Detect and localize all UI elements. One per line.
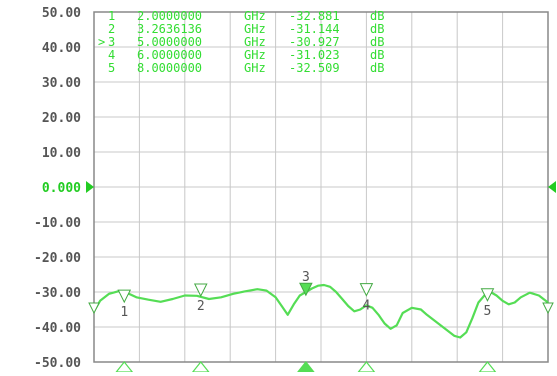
marker-table-frequency: 2.0000000 (137, 9, 202, 23)
marker-table-value: -31.144 (289, 22, 340, 36)
reference-arrow-left (86, 181, 94, 193)
marker-table-id: 5 (108, 61, 115, 75)
marker-table-value: -31.023 (289, 48, 340, 62)
y-tick-label: -50.00 (34, 356, 81, 371)
marker-table-value: -30.927 (289, 35, 340, 49)
marker-triangle (193, 283, 208, 298)
marker-number: 5 (484, 304, 492, 319)
y-tick-labels: 50.00 40.00 30.00 20.00 10.00 0.000 -10.00 -20.… (34, 6, 556, 371)
y-tick-label: 50.00 (42, 6, 81, 21)
marker-table: 1 2.0000000 GHz -32.881 dB 2 3.2636136 GHz -31.1… (98, 9, 384, 75)
marker-table-frequency: 6.0000000 (137, 48, 202, 62)
marker-table-frequency: 5.0000000 (137, 35, 202, 49)
marker-table-freq-unit: GHz (244, 61, 266, 75)
marker-table-id: 3 (108, 35, 115, 49)
marker-table-value-unit: dB (370, 61, 384, 75)
trace-line (93, 283, 549, 339)
marker-table-value: -32.881 (289, 9, 340, 23)
marker-x-indicator (357, 361, 376, 373)
marker-number: 1 (120, 305, 128, 320)
marker-number: 3 (302, 270, 310, 285)
marker-table-value-unit: dB (370, 48, 384, 62)
edge-marker (542, 302, 554, 315)
marker-table-value-unit: dB (370, 9, 384, 23)
marker-table-frequency: 3.2636136 (137, 22, 202, 36)
y-tick-label: -30.00 (34, 286, 81, 301)
edge-marker (88, 302, 100, 315)
y-tick-label: 40.00 (42, 41, 81, 56)
reference-tick-label: 0.000 (42, 181, 81, 196)
marker-triangle (480, 288, 495, 302)
marker-x-indicator (296, 361, 316, 373)
y-tick-label: 10.00 (42, 146, 81, 161)
marker-x-indicator (191, 361, 211, 373)
marker-table-freq-unit: GHz (244, 48, 266, 62)
y-tick-label: -40.00 (34, 321, 81, 336)
marker-table-frequency: 8.0000000 (137, 61, 202, 75)
marker-number: 4 (362, 299, 370, 314)
marker-table-value-unit: dB (370, 22, 384, 36)
marker-table-value: -32.509 (289, 61, 340, 75)
trace-layer (93, 283, 549, 339)
marker-triangle (299, 282, 313, 297)
marker-triangle (359, 283, 374, 297)
y-tick-label: 20.00 (42, 111, 81, 126)
marker-table-id: 1 (108, 9, 115, 23)
y-tick-label: 30.00 (42, 76, 81, 91)
y-tick-label: -20.00 (34, 251, 81, 266)
marker-number: 2 (197, 299, 205, 314)
marker-triangle (117, 289, 132, 304)
marker-table-freq-unit: GHz (244, 9, 266, 23)
marker-x-indicator (115, 361, 134, 373)
marker-x-indicator (478, 361, 497, 373)
marker-table-freq-unit: GHz (244, 22, 266, 36)
marker-layer: 1 2 3 4 5 (88, 270, 554, 373)
marker-table-id: 2 (108, 22, 115, 36)
reference-arrow-right (548, 181, 556, 193)
marker-table-id: 4 (108, 48, 115, 62)
marker-table-freq-unit: GHz (244, 35, 266, 49)
y-tick-label: -10.00 (34, 216, 81, 231)
marker-active-indicator: > (98, 35, 105, 49)
marker-table-value-unit: dB (370, 35, 384, 49)
